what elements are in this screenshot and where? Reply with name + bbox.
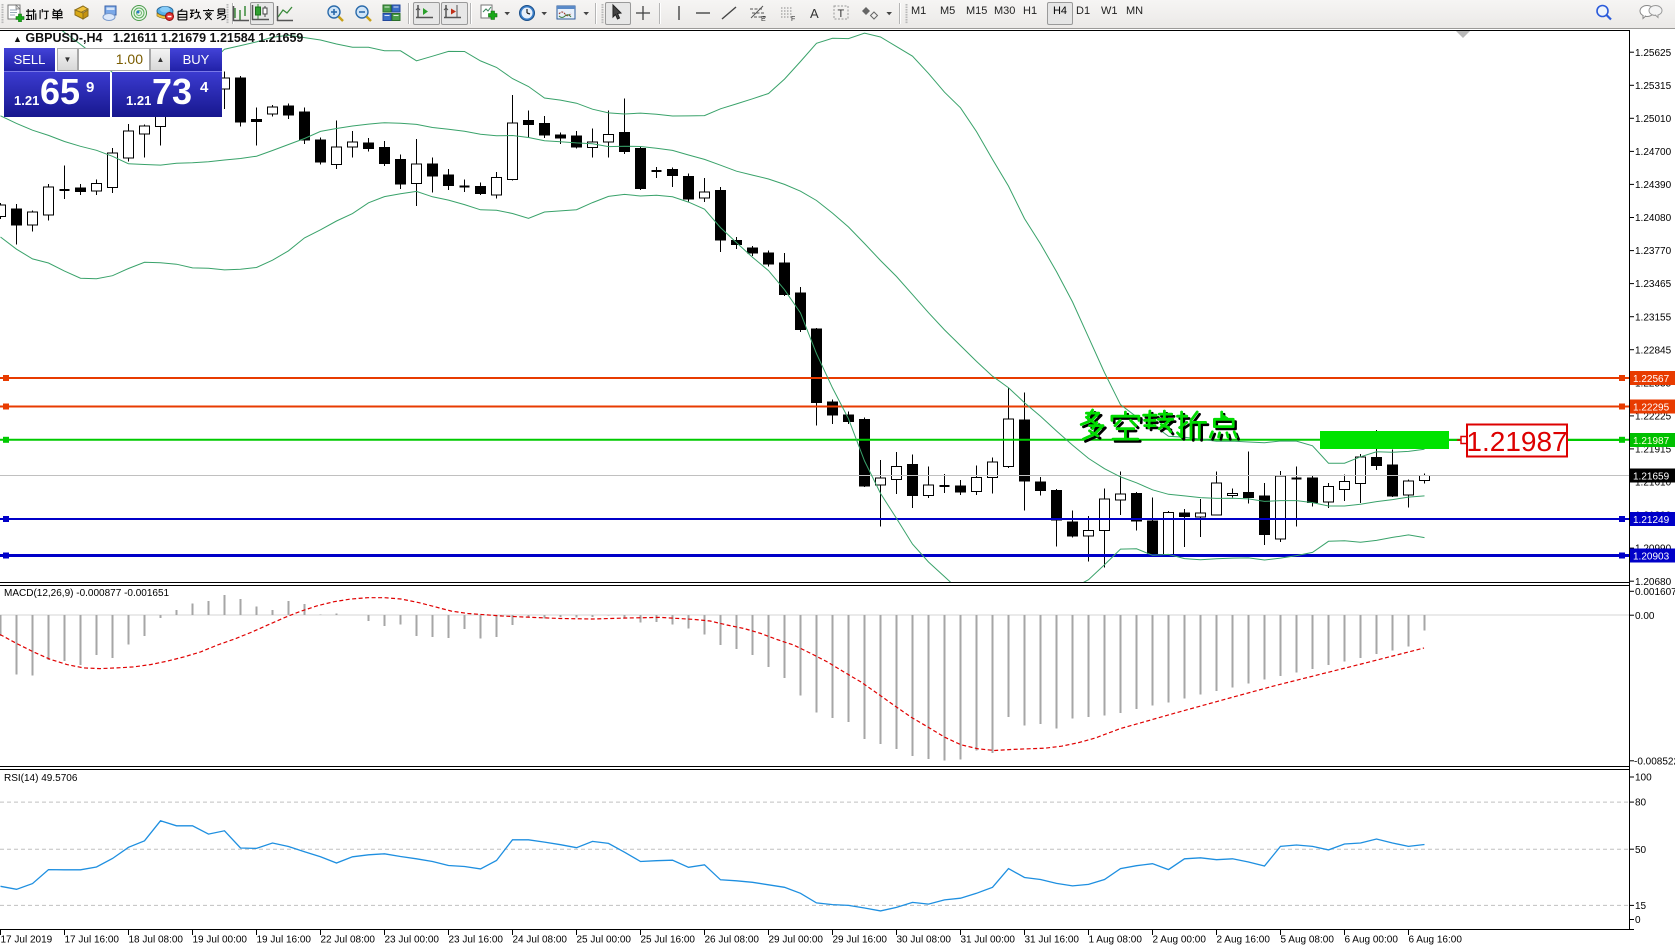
svg-text:1.25315: 1.25315 — [1635, 81, 1672, 92]
svg-text:31 Jul 16:00: 31 Jul 16:00 — [1025, 935, 1080, 946]
svg-text:1.20903: 1.20903 — [1633, 551, 1670, 562]
svg-text:22 Jul 08:00: 22 Jul 08:00 — [321, 935, 376, 946]
svg-text:T: T — [838, 8, 845, 20]
svg-text:23 Jul 00:00: 23 Jul 00:00 — [385, 935, 440, 946]
svg-text:18 Jul 08:00: 18 Jul 08:00 — [129, 935, 184, 946]
svg-text:2 Aug 00:00: 2 Aug 00:00 — [1153, 935, 1207, 946]
svg-text:1.20680: 1.20680 — [1635, 577, 1672, 588]
svg-text:0.00: 0.00 — [1635, 611, 1655, 622]
svg-text:19 Jul 00:00: 19 Jul 00:00 — [193, 935, 248, 946]
svg-text:2 Aug 16:00: 2 Aug 16:00 — [1217, 935, 1271, 946]
svg-text:1.21610: 1.21610 — [1635, 478, 1672, 489]
svg-text:1.21915: 1.21915 — [1635, 445, 1672, 456]
svg-text:A: A — [810, 6, 819, 21]
svg-text:30 Jul 08:00: 30 Jul 08:00 — [897, 935, 952, 946]
svg-text:31 Jul 00:00: 31 Jul 00:00 — [961, 935, 1016, 946]
svg-text:1.21987: 1.21987 — [1633, 436, 1670, 447]
svg-text:1.21249: 1.21249 — [1633, 515, 1670, 526]
svg-text:1.22295: 1.22295 — [1633, 402, 1670, 413]
svg-text:5 Aug 08:00: 5 Aug 08:00 — [1281, 935, 1335, 946]
svg-text:17 Jul 2019: 17 Jul 2019 — [1, 935, 53, 946]
svg-text:1.23770: 1.23770 — [1635, 246, 1672, 257]
svg-text:0.001607: 0.001607 — [1635, 587, 1675, 598]
svg-text:50: 50 — [1635, 845, 1647, 856]
svg-text:0: 0 — [1635, 915, 1641, 926]
svg-text:1.22225: 1.22225 — [1635, 412, 1672, 423]
svg-text:1 Aug 08:00: 1 Aug 08:00 — [1089, 935, 1143, 946]
svg-text:1.22567: 1.22567 — [1633, 374, 1670, 385]
svg-text:29 Jul 16:00: 29 Jul 16:00 — [833, 935, 888, 946]
svg-text:1.24080: 1.24080 — [1635, 213, 1672, 224]
svg-text:19 Jul 16:00: 19 Jul 16:00 — [257, 935, 312, 946]
svg-text:1.23155: 1.23155 — [1635, 312, 1672, 323]
svg-text:RSI(14) 49.5706: RSI(14) 49.5706 — [4, 773, 78, 784]
svg-text:80: 80 — [1635, 798, 1647, 809]
svg-text:24 Jul 08:00: 24 Jul 08:00 — [513, 935, 568, 946]
svg-text:15: 15 — [1635, 901, 1647, 912]
svg-text:1.25010: 1.25010 — [1635, 114, 1672, 125]
svg-text:1.21659: 1.21659 — [1633, 471, 1670, 482]
svg-text:1.22845: 1.22845 — [1635, 345, 1672, 356]
svg-text:26 Jul 08:00: 26 Jul 08:00 — [705, 935, 760, 946]
svg-text:100: 100 — [1635, 773, 1652, 784]
svg-text:25 Jul 16:00: 25 Jul 16:00 — [641, 935, 696, 946]
svg-text:E: E — [761, 16, 766, 22]
svg-text:29 Jul 00:00: 29 Jul 00:00 — [769, 935, 824, 946]
svg-text:1.25625: 1.25625 — [1635, 48, 1672, 59]
svg-text:-0.008522: -0.008522 — [1634, 756, 1675, 767]
svg-text:MACD(12,26,9) -0.000877 -0.001: MACD(12,26,9) -0.000877 -0.001651 — [4, 588, 170, 599]
svg-text:1.21987: 1.21987 — [1466, 426, 1567, 457]
svg-text:25 Jul 00:00: 25 Jul 00:00 — [577, 935, 632, 946]
svg-text:1.23465: 1.23465 — [1635, 279, 1672, 290]
svg-text:6 Aug 16:00: 6 Aug 16:00 — [1409, 935, 1463, 946]
svg-text:6 Aug 00:00: 6 Aug 00:00 — [1345, 935, 1399, 946]
svg-text:F: F — [791, 16, 795, 22]
svg-text:1.24700: 1.24700 — [1635, 147, 1672, 158]
svg-text:23 Jul 16:00: 23 Jul 16:00 — [449, 935, 504, 946]
svg-text:17 Jul 16:00: 17 Jul 16:00 — [65, 935, 120, 946]
svg-text:1.24390: 1.24390 — [1635, 180, 1672, 191]
